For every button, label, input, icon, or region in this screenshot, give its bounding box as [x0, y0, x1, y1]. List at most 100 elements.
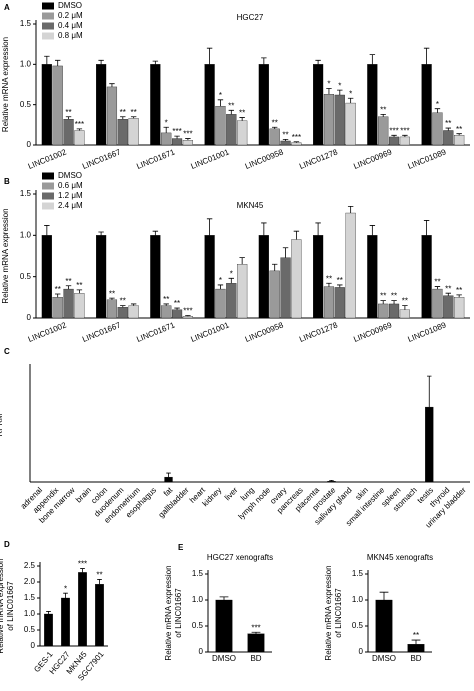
error-bar [239, 257, 245, 265]
bar [106, 299, 118, 319]
error-bar [130, 116, 137, 119]
bar [215, 106, 226, 146]
x-tick-label: LINC01089 [407, 147, 448, 171]
y-tick-label: 1.5 [352, 569, 364, 578]
x-tick-label: BD [410, 654, 421, 663]
error-bar [185, 315, 191, 317]
bar [117, 307, 128, 319]
y-axis-label: Relative mRNA expression [324, 565, 333, 660]
y-tick-label: 1.0 [20, 59, 32, 68]
error-bar [445, 292, 452, 296]
bar [226, 283, 237, 319]
error-bar [445, 127, 452, 131]
bar [106, 86, 118, 146]
y-tick-label: 0 [27, 140, 32, 149]
error-bar [271, 263, 278, 271]
significance-label: * [338, 81, 341, 90]
x-tick-label: LINC01278 [298, 320, 339, 344]
error-bar [315, 59, 321, 65]
error-bar [46, 611, 51, 614]
significance-label: ** [65, 277, 71, 286]
significance-label: ** [163, 295, 169, 304]
significance-label: *** [389, 126, 398, 135]
significance-label: *** [292, 133, 301, 142]
y-tick-label: 2.5 [24, 561, 36, 570]
bar [399, 136, 410, 146]
significance-label: ** [337, 276, 343, 285]
panel-letter: A [4, 3, 10, 12]
bar [44, 613, 53, 647]
bar [269, 270, 280, 319]
bar [117, 119, 128, 146]
legend-label: 1.2 μM [58, 191, 83, 200]
bar [454, 297, 465, 319]
significance-label: ** [326, 274, 332, 283]
bar [258, 64, 269, 146]
bar [247, 633, 265, 653]
error-bar [347, 206, 354, 214]
bar [215, 599, 233, 653]
error-bar [152, 60, 159, 65]
bar [95, 584, 104, 647]
bar [237, 120, 248, 146]
error-bar [379, 591, 389, 600]
bar [96, 235, 107, 319]
bar [171, 138, 183, 146]
x-tick-label: LINC01089 [407, 320, 448, 344]
significance-label: *** [172, 127, 181, 136]
significance-label: ** [456, 125, 462, 134]
bar [421, 64, 432, 146]
panel-letter: C [4, 347, 10, 356]
bar [161, 305, 172, 319]
legend-swatch [42, 172, 54, 180]
bar [334, 94, 345, 146]
y-tick-label: 0.5 [192, 621, 204, 630]
legend-label: 0.4 μM [58, 21, 83, 30]
significance-label: *** [400, 126, 409, 135]
error-bar [54, 59, 61, 66]
error-bar [163, 126, 169, 133]
significance-label: ** [434, 278, 440, 287]
error-bar [456, 294, 462, 298]
x-tick-label: DMSO [212, 654, 236, 663]
y-axis-label: of LINC01667 [6, 581, 15, 631]
significance-label: ** [456, 286, 462, 295]
error-bar [434, 286, 441, 290]
significance-label: *** [78, 560, 87, 569]
y-tick-label: 1.5 [192, 569, 204, 578]
bar [182, 140, 193, 146]
y-tick-label: 0 [27, 313, 32, 322]
bar [52, 297, 63, 319]
bar [323, 94, 335, 146]
y-axis-label: Relative mRNA expression [1, 208, 10, 303]
y-axis-label: Relative mRNA expression [1, 37, 10, 132]
bar [313, 64, 324, 146]
x-tick-label: BD [250, 654, 261, 663]
legend-swatch [42, 32, 54, 40]
bar [345, 212, 356, 319]
bar [388, 303, 400, 319]
significance-label: ** [380, 105, 386, 114]
legend-label: 0.2 μM [58, 11, 83, 20]
y-tick-label: 1.0 [20, 230, 32, 239]
significance-label: * [349, 89, 352, 98]
bar [323, 286, 335, 319]
legend-label: 2.4 μM [58, 201, 83, 210]
bar [269, 128, 280, 146]
bar [204, 235, 215, 319]
significance-label: ** [109, 289, 115, 298]
bar [78, 572, 87, 647]
error-bar [293, 230, 300, 240]
bar [74, 293, 85, 319]
x-tick-label: LINC00969 [352, 147, 393, 171]
error-bar [120, 305, 126, 308]
significance-label: ** [120, 297, 126, 306]
panel-letter: B [4, 177, 10, 186]
x-tick-label: DMSO [372, 654, 396, 663]
error-bar [206, 218, 213, 236]
y-tick-label: 2.0 [24, 577, 36, 586]
y-axis-label: RPKM [0, 413, 4, 436]
x-tick-label: LINC01278 [298, 147, 339, 171]
significance-label: ** [413, 631, 419, 640]
